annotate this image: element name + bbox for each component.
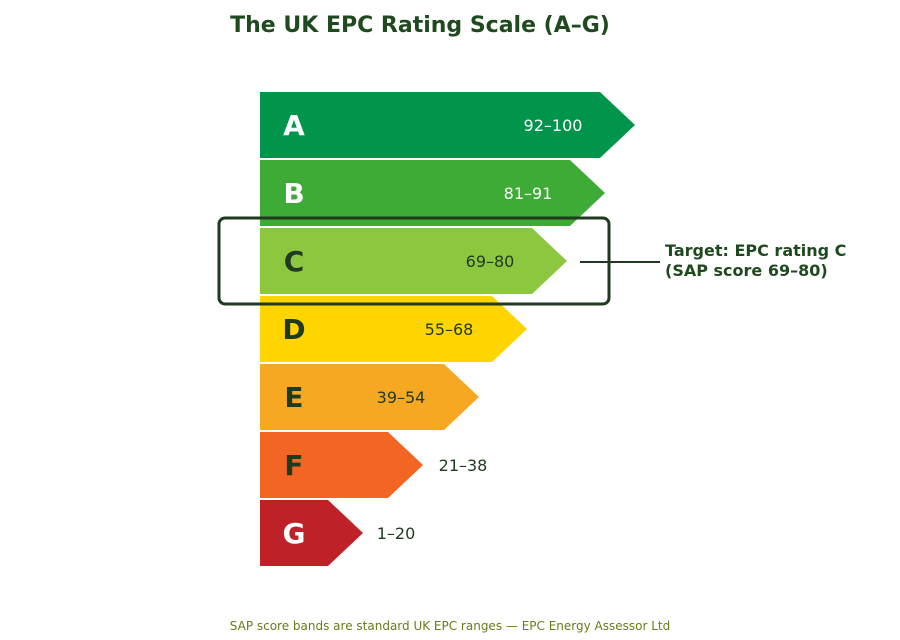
band-letter: B: [283, 177, 304, 210]
band-arrow-e: [260, 364, 479, 430]
callout-line1: Target: EPC rating C: [665, 241, 846, 260]
rating-bands: A 92–100 B 81–91 C 69–80 D 55–68 E 39–54 F 21–38 G 1–…: [260, 92, 635, 566]
band-score-range: 92–100: [524, 116, 583, 135]
band-letter: C: [284, 245, 305, 278]
band-c: C 69–80: [260, 228, 567, 294]
band-score-range: 55–68: [425, 320, 474, 339]
band-arrow-f: [260, 432, 423, 498]
band-letter: A: [283, 109, 305, 142]
band-score-range: 21–38: [439, 456, 488, 475]
band-score-range: 69–80: [466, 252, 515, 271]
band-score-range: 39–54: [377, 388, 426, 407]
band-g: G 1–20: [260, 500, 415, 566]
band-letter: G: [283, 517, 306, 550]
band-score-range: 1–20: [377, 524, 416, 543]
band-letter: E: [284, 381, 303, 414]
band-a: A 92–100: [260, 92, 635, 158]
band-arrow-c: [260, 228, 567, 294]
band-arrow-b: [260, 160, 605, 226]
band-b: B 81–91: [260, 160, 605, 226]
band-arrow-g: [260, 500, 363, 566]
band-arrow-a: [260, 92, 635, 158]
footer-note: SAP score bands are standard UK EPC rang…: [230, 619, 670, 633]
band-d: D 55–68: [260, 296, 527, 362]
band-score-range: 81–91: [504, 184, 553, 203]
band-arrow-d: [260, 296, 527, 362]
band-f: F 21–38: [260, 432, 487, 498]
band-letter: F: [284, 449, 303, 482]
band-e: E 39–54: [260, 364, 479, 430]
band-letter: D: [282, 313, 305, 346]
chart-title: The UK EPC Rating Scale (A–G): [230, 13, 610, 38]
callout-line2: (SAP score 69–80): [665, 261, 828, 280]
